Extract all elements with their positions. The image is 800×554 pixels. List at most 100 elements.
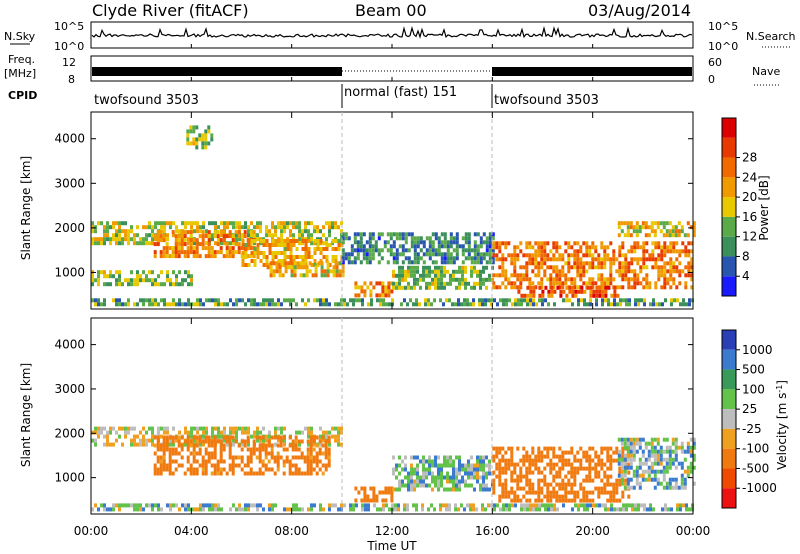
heatmap-cell bbox=[97, 507, 100, 512]
heatmap-cell bbox=[637, 302, 640, 307]
heatmap-cell bbox=[549, 273, 553, 278]
heatmap-cell bbox=[307, 434, 310, 439]
heatmap-cell bbox=[564, 474, 568, 479]
heatmap-cell bbox=[546, 265, 550, 270]
heatmap-cell bbox=[525, 241, 529, 246]
heatmap-cell bbox=[201, 455, 205, 460]
heatmap-cell bbox=[437, 265, 440, 270]
heatmap-cell bbox=[571, 293, 575, 298]
heatmap-cell bbox=[195, 439, 199, 444]
heatmap-cell bbox=[321, 451, 325, 456]
heatmap-cell bbox=[498, 273, 502, 278]
heatmap-cell bbox=[488, 459, 491, 464]
heatmap-cell bbox=[184, 426, 187, 431]
heatmap-cell bbox=[298, 442, 301, 447]
heatmap-cell bbox=[431, 244, 435, 249]
heatmap-cell bbox=[558, 245, 562, 250]
heatmap-cell bbox=[306, 455, 310, 460]
heatmap-cell bbox=[243, 443, 247, 448]
heatmap-cell bbox=[390, 498, 394, 503]
heatmap-cell bbox=[482, 256, 486, 261]
heatmap-cell bbox=[513, 245, 517, 250]
heatmap-cell bbox=[437, 273, 440, 278]
heatmap-cell bbox=[398, 244, 402, 249]
heatmap-cell bbox=[558, 458, 562, 463]
heatmap-cell bbox=[510, 281, 514, 286]
heatmap-cell bbox=[213, 435, 217, 440]
heatmap-cell bbox=[642, 261, 646, 266]
heatmap-cell bbox=[133, 237, 136, 242]
heatmap-cell bbox=[449, 244, 453, 249]
heatmap-cell bbox=[274, 302, 277, 307]
heatmap-cell bbox=[166, 503, 169, 508]
heatmap-cell bbox=[529, 293, 533, 298]
heatmap-cell bbox=[520, 507, 523, 512]
heatmap-cell bbox=[192, 467, 196, 472]
heatmap-cell bbox=[327, 463, 331, 468]
heatmap-cell bbox=[638, 485, 642, 490]
heatmap-cell bbox=[528, 470, 532, 475]
heatmap-cell bbox=[207, 459, 211, 464]
heatmap-cell bbox=[425, 265, 428, 270]
heatmap-cell bbox=[168, 455, 172, 460]
heatmap-cell bbox=[91, 241, 94, 246]
heatmap-cell bbox=[479, 252, 483, 257]
heatmap-cell bbox=[597, 494, 601, 499]
heatmap-cell bbox=[618, 478, 622, 483]
heatmap-cell bbox=[415, 298, 418, 303]
heatmap-cell bbox=[501, 494, 505, 499]
heatmap-cell bbox=[665, 229, 669, 234]
heatmap-cell bbox=[686, 465, 690, 470]
heatmap-cell bbox=[202, 225, 205, 230]
heatmap-cell bbox=[355, 298, 358, 303]
heatmap-cell bbox=[656, 441, 660, 446]
heatmap-cell bbox=[115, 438, 118, 443]
heatmap-cell bbox=[280, 225, 283, 230]
heatmap-cell bbox=[671, 477, 675, 482]
heatmap-cell bbox=[184, 270, 187, 275]
heatmap-cell bbox=[540, 498, 544, 503]
heatmap-cell bbox=[502, 503, 505, 508]
heatmap-cell bbox=[461, 273, 464, 278]
heatmap-cell bbox=[201, 145, 205, 150]
heatmap-cell bbox=[574, 289, 578, 294]
heatmap-cell bbox=[419, 248, 423, 253]
heatmap-cell bbox=[136, 241, 139, 246]
heatmap-cell bbox=[653, 469, 657, 474]
heatmap-cell bbox=[282, 447, 286, 452]
heatmap-cell bbox=[247, 430, 250, 435]
heatmap-cell bbox=[461, 479, 464, 484]
heatmap-cell bbox=[627, 269, 631, 274]
heatmap-cell bbox=[482, 232, 486, 237]
heatmap-cell bbox=[555, 494, 559, 499]
heatmap-cell bbox=[334, 221, 337, 226]
heatmap-cell bbox=[177, 451, 181, 456]
heatmap-cell bbox=[621, 494, 625, 499]
heatmap-cell bbox=[202, 221, 205, 226]
heatmap-cell bbox=[514, 298, 517, 303]
heatmap-cell bbox=[540, 277, 544, 282]
heatmap-cell bbox=[653, 229, 657, 234]
heatmap-cell bbox=[368, 244, 372, 249]
heatmap-cell bbox=[252, 451, 256, 456]
heatmap-cell bbox=[472, 298, 475, 303]
heatmap-cell bbox=[603, 249, 607, 254]
heatmap-cell bbox=[213, 250, 217, 255]
colorbar-swatch bbox=[722, 216, 736, 237]
heatmap-cell bbox=[609, 277, 613, 282]
heatmap-cell bbox=[657, 241, 661, 246]
heatmap-cell bbox=[449, 487, 452, 492]
heatmap-cell bbox=[187, 270, 190, 275]
heatmap-cell bbox=[279, 439, 283, 444]
heatmap-cell bbox=[662, 233, 666, 238]
heatmap-cell bbox=[473, 285, 476, 290]
heatmap-cell bbox=[473, 244, 477, 249]
heatmap-cell bbox=[225, 242, 229, 247]
heatmap-cell bbox=[237, 234, 241, 239]
heatmap-cell bbox=[177, 439, 181, 444]
heatmap-cell bbox=[627, 470, 631, 475]
heatmap-cell bbox=[449, 232, 453, 237]
heatmap-cell bbox=[187, 221, 190, 226]
heatmap-cell bbox=[413, 487, 416, 492]
heatmap-cell bbox=[449, 256, 453, 261]
